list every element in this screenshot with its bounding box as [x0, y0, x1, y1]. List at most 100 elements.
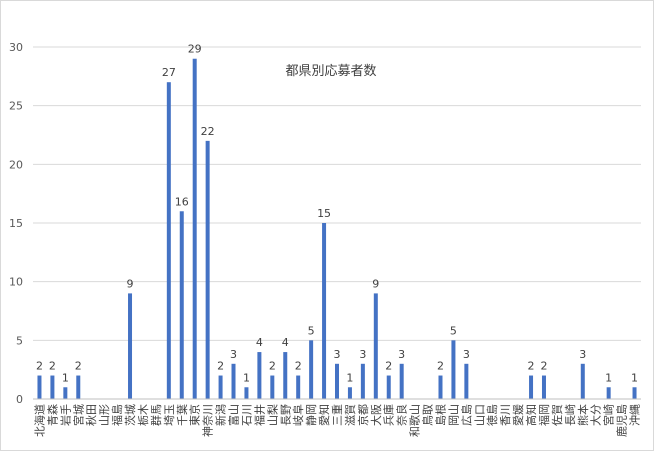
- y-tick-label: 5: [16, 334, 23, 347]
- bar: [309, 340, 314, 399]
- category-label: 岡山: [447, 404, 460, 426]
- category-label: 宮崎: [602, 404, 616, 426]
- data-label: 2: [528, 360, 535, 373]
- category-label: 鳥取: [421, 404, 435, 426]
- category-label: 鹿児島: [615, 404, 629, 437]
- category-label: 佐賀: [550, 404, 564, 426]
- data-label: 1: [62, 371, 69, 384]
- category-label: 沖縄: [628, 404, 642, 426]
- x-axis-categories: 北海道 青森 岩手 宮城 秋田 山形 福島 茨城 栃木 群馬 埼玉 千葉 東京 神奈川 新潟 富山 石川 福井 山梨…: [32, 404, 641, 437]
- bar: [322, 223, 327, 399]
- bar: [50, 375, 55, 399]
- bar: [63, 387, 68, 399]
- y-tick-label: 10: [9, 276, 23, 289]
- bar: [296, 375, 301, 399]
- category-label: 神奈川: [201, 404, 215, 437]
- bar: [632, 387, 637, 399]
- category-label: 新潟: [214, 404, 228, 426]
- category-label: 高知: [524, 404, 538, 426]
- category-label: 秋田: [84, 404, 98, 426]
- category-label: 宮城: [71, 404, 85, 426]
- data-label: 2: [437, 360, 444, 373]
- category-label: 青森: [45, 404, 59, 426]
- category-label: 熊本: [576, 404, 590, 426]
- bar: [231, 363, 236, 399]
- bar: [283, 352, 288, 399]
- bar: [529, 375, 534, 399]
- data-label: 5: [450, 324, 457, 337]
- data-label: 3: [398, 348, 405, 361]
- bar: [580, 363, 585, 399]
- bar: [128, 293, 133, 399]
- data-label: 3: [359, 348, 366, 361]
- data-label: 2: [36, 360, 43, 373]
- data-label: 3: [579, 348, 586, 361]
- category-label: 富山: [227, 404, 241, 426]
- category-label: 兵庫: [382, 404, 396, 426]
- category-label: 島根: [433, 404, 447, 426]
- category-label: 長崎: [563, 404, 577, 426]
- category-label: 茨城: [123, 404, 137, 426]
- category-label: 千葉: [175, 404, 189, 426]
- bar: [192, 58, 197, 399]
- bar: [76, 375, 81, 399]
- gridlines: [33, 46, 641, 341]
- bar: [335, 363, 339, 399]
- y-tick-label: 30: [9, 41, 23, 54]
- data-label: 9: [127, 277, 134, 290]
- data-label: 4: [282, 336, 289, 349]
- y-tick-label: 0: [16, 393, 23, 406]
- data-label: 15: [317, 207, 331, 220]
- data-label: 16: [175, 195, 189, 208]
- bar: [179, 211, 184, 399]
- category-label: 東京: [188, 404, 202, 426]
- data-label: 29: [188, 43, 202, 56]
- bar: [399, 363, 404, 399]
- category-label: 大阪: [369, 404, 383, 426]
- data-label: 2: [75, 360, 82, 373]
- data-label: 3: [463, 348, 470, 361]
- bar: [606, 387, 611, 399]
- category-label: 滋賀: [344, 404, 357, 426]
- bar: [541, 375, 546, 399]
- y-tick-label: 20: [9, 158, 23, 171]
- category-label: 群馬: [149, 404, 163, 426]
- category-label: 埼玉: [162, 404, 176, 426]
- bar: [451, 340, 456, 399]
- data-label: 2: [217, 360, 224, 373]
- bar: [270, 375, 275, 399]
- category-label: 栃木: [136, 404, 150, 426]
- data-label: 27: [162, 66, 176, 79]
- data-label: 1: [346, 371, 353, 384]
- category-label: 香川: [499, 404, 512, 426]
- bar: [360, 363, 365, 399]
- bar: [244, 387, 249, 399]
- bar: [464, 363, 469, 399]
- y-tick-label: 15: [9, 217, 23, 230]
- data-label: 2: [49, 360, 56, 373]
- category-label: 山梨: [265, 404, 279, 426]
- bar: [166, 82, 171, 399]
- bar: [218, 375, 223, 399]
- data-label: 2: [269, 360, 276, 373]
- data-label: 2: [385, 360, 392, 373]
- bar: [386, 375, 391, 399]
- data-label: 3: [334, 348, 341, 361]
- category-label: 和歌山: [408, 404, 422, 437]
- category-label: 大分: [589, 404, 603, 426]
- data-label: 4: [256, 336, 263, 349]
- bar: [373, 293, 378, 399]
- data-label: 1: [631, 371, 638, 384]
- category-label: 福島: [110, 404, 124, 426]
- bar: [37, 375, 42, 399]
- bar: [438, 375, 443, 399]
- chart-title: 都県別応募者数: [285, 64, 376, 79]
- bars: [37, 58, 637, 399]
- y-axis-ticks: 0 5 10 15 20 25 30: [9, 41, 23, 406]
- category-label: 奈良: [395, 404, 409, 426]
- category-label: 山口: [473, 404, 486, 426]
- category-label: 石川: [240, 404, 253, 426]
